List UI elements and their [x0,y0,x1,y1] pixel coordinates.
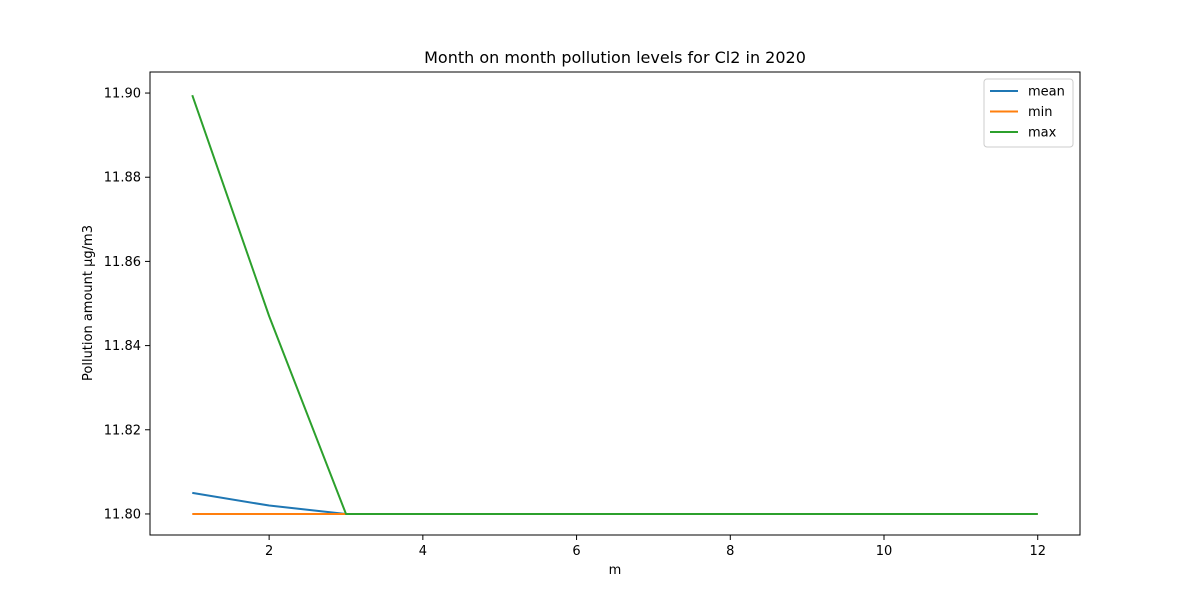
y-axis: 11.80 11.82 11.84 11.86 11.88 11.90 [104,87,150,522]
x-tick-label: 4 [419,544,427,559]
chart-title: Month on month pollution levels for Cl2 … [424,48,806,67]
plot-frame [149,71,1081,536]
series-line-max [191,94,1038,515]
y-tick-label: 11.86 [104,255,141,270]
plot-area [149,71,1081,536]
x-tick-label: 2 [265,544,273,559]
legend-box [983,78,1074,148]
x-tick-label: 8 [726,544,734,559]
y-axis-label: Pollution amount µg/m3 [81,225,96,381]
legend-label-mean: mean [1028,85,1065,100]
legend-label-min: min [1028,105,1053,120]
y-tick-label: 11.84 [104,339,141,354]
x-axis: 2 4 6 8 10 12 [265,535,1046,559]
x-axis-label: m [609,563,622,578]
x-tick-label: 6 [572,544,580,559]
y-tick-label: 11.82 [104,423,141,438]
y-tick-label: 11.90 [104,87,141,102]
series-lines [191,94,1038,515]
legend: mean min max [983,78,1074,148]
series-line-mean [192,491,1038,515]
legend-label-max: max [1028,126,1057,141]
x-tick-label: 10 [876,544,893,559]
x-tick-label: 12 [1029,544,1046,559]
y-tick-label: 11.88 [104,171,141,186]
y-tick-label: 11.80 [104,507,141,522]
